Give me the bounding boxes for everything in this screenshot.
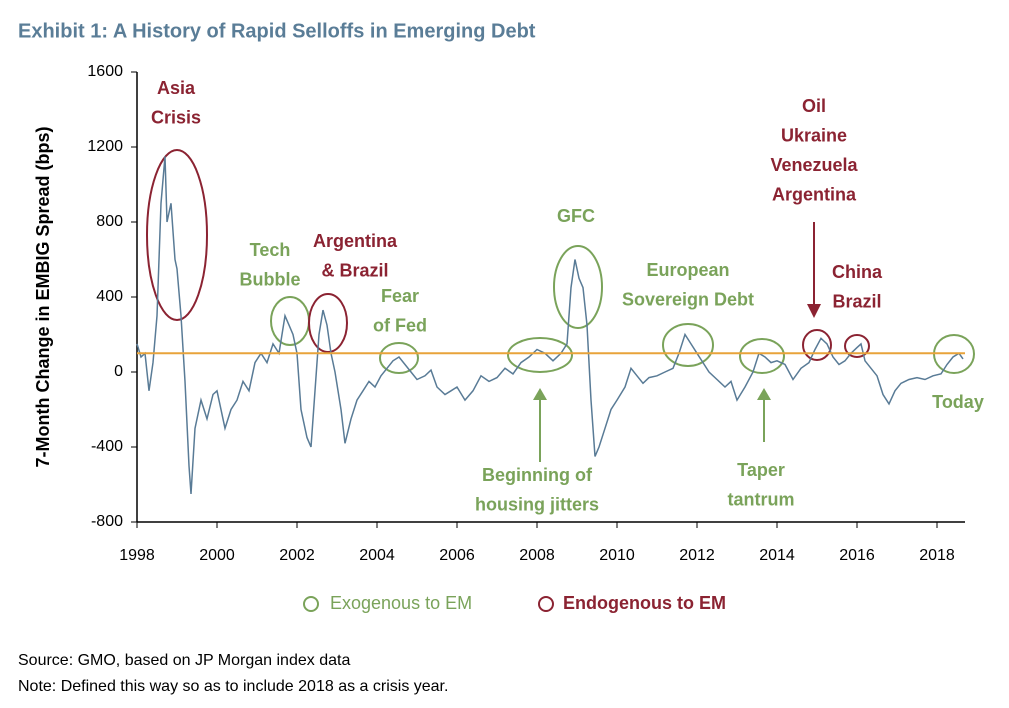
annotation: Asia [157,78,196,98]
x-tick-label: 2004 [359,547,395,564]
ellipse [844,334,870,358]
arrow-head [533,388,547,400]
x-tick-label: 2014 [759,547,795,564]
y-tick-label: -400 [91,438,123,455]
legend-label: Exogenous to EM [330,593,472,613]
x-tick-label: 2008 [519,547,555,564]
y-tick-label: 0 [114,363,123,380]
arrow-head [807,304,821,318]
annotation: Bubble [240,269,301,289]
chart-title: Exhibit 1: A History of Rapid Selloffs i… [18,20,536,42]
x-tick-label: 2000 [199,547,235,564]
ellipse [270,296,310,346]
annotation: & Brazil [321,260,388,280]
x-tick-label: 2018 [919,547,955,564]
ellipse [739,338,785,374]
annotation: Venezuela [770,155,858,175]
ellipse [553,245,603,329]
note: Source: GMO, based on JP Morgan index da… [18,652,350,669]
annotation: tantrum [728,489,795,509]
legend-symbol [303,596,319,612]
annotation: China [832,262,883,282]
legend-label: Endogenous to EM [563,593,726,613]
annotation: Today [932,392,984,412]
y-tick-label: 1600 [87,63,123,80]
ellipse [146,149,208,321]
y-tick-label: 1200 [87,138,123,155]
annotation: Taper [737,460,785,480]
annotation: housing jitters [475,494,599,514]
ellipse [507,337,573,373]
annotation: Argentina [772,184,857,204]
y-tick-label: 800 [96,213,123,230]
y-axis-label: 7-Month Change in EMBIG Spread (bps) [33,126,53,467]
ellipse [308,293,348,353]
annotation: Tech [250,240,291,260]
annotation: Brazil [832,291,881,311]
annotation: of Fed [373,315,427,335]
x-tick-label: 2016 [839,547,875,564]
note: Note: Defined this way so as to include … [18,678,448,695]
y-tick-label: 400 [96,288,123,305]
x-tick-label: 2002 [279,547,315,564]
annotation: GFC [557,206,595,226]
ellipse [379,342,419,374]
arrow-head [757,388,771,400]
annotation: Oil [802,96,826,116]
y-tick-label: -800 [91,513,123,530]
ellipse [802,329,832,361]
annotation: Ukraine [781,125,847,145]
ellipse [662,323,714,367]
annotation: Fear [381,286,419,306]
annotation: Sovereign Debt [622,289,754,309]
annotation: Argentina [313,231,398,251]
legend-symbol [538,596,554,612]
annotation: Crisis [151,107,201,127]
x-tick-label: 2006 [439,547,475,564]
x-tick-label: 1998 [119,547,155,564]
data-line [136,156,964,494]
x-tick-label: 2010 [599,547,635,564]
annotation: Beginning of [482,465,593,485]
annotation: European [646,260,729,280]
x-tick-label: 2012 [679,547,715,564]
